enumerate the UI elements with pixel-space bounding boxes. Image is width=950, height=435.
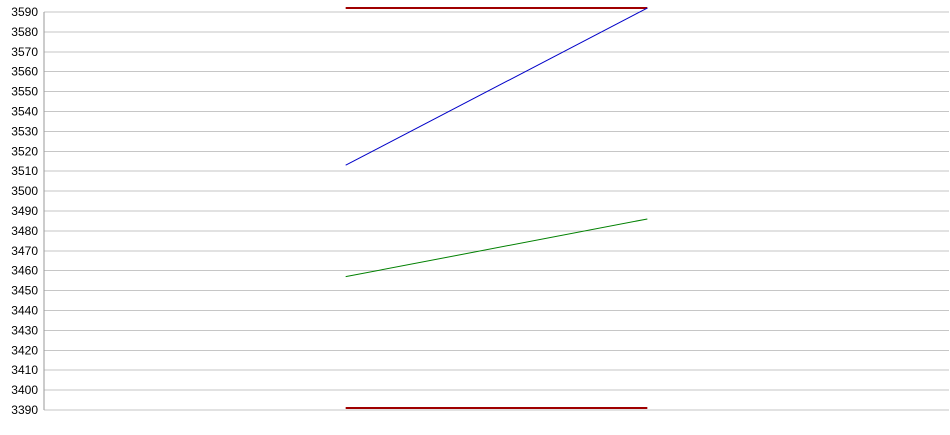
y-axis-tick-label: 3480 <box>11 224 38 238</box>
y-axis-tick-label: 3570 <box>11 45 38 59</box>
y-axis-tick-label: 3420 <box>11 343 38 357</box>
y-axis-tick-label: 3390 <box>11 403 38 417</box>
y-axis-tick-label: 3510 <box>11 164 38 178</box>
y-axis-tick-label: 3580 <box>11 25 38 39</box>
y-axis-tick-label: 3450 <box>11 284 38 298</box>
series-line-rising-line-blue <box>345 7 648 166</box>
y-axis-tick-label: 3550 <box>11 85 38 99</box>
series-line-rising-line-green <box>345 218 648 278</box>
y-axis-tick-label: 3500 <box>11 184 38 198</box>
y-axis-tick-label: 3440 <box>11 304 38 318</box>
y-axis-tick-label: 3590 <box>11 5 38 19</box>
y-axis-tick-label: 3560 <box>11 65 38 79</box>
y-axis-tick-label: 3530 <box>11 124 38 138</box>
y-axis-tick-label: 3460 <box>11 264 38 278</box>
y-axis-tick-label: 3540 <box>11 105 38 119</box>
y-axis-tick-label: 3430 <box>11 323 38 337</box>
y-axis-tick-label: 3520 <box>11 144 38 158</box>
y-axis-tick-label: 3400 <box>11 383 38 397</box>
y-axis-tick-label: 3490 <box>11 204 38 218</box>
y-axis-tick-label: 3410 <box>11 363 38 377</box>
y-axis-tick-label: 3470 <box>11 244 38 258</box>
